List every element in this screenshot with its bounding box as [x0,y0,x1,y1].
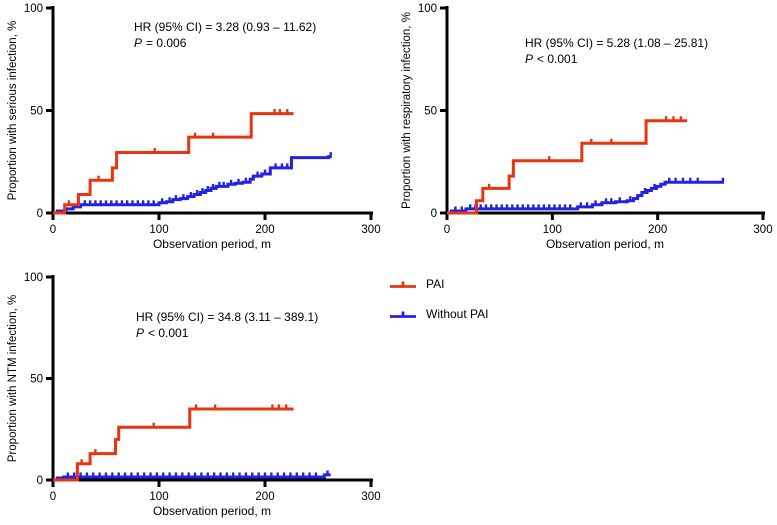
legend-item-without-pai: Without PAI [389,307,488,321]
y-axis-title: Proportion with NTM infection, % [7,295,19,462]
y-tick-label: 100 [418,3,437,15]
p-symbol: P [134,35,143,50]
p-symbol: P [525,51,534,66]
hr-annotation-serious: HR (95% CI) = 3.28 (0.93 – 11.62) P = 0.0… [134,20,316,51]
x-tick-label: 300 [753,224,772,236]
legend-label-pai: PAI [426,277,445,291]
p-text: < 0.001 [148,325,189,340]
x-tick-label: 0 [50,491,56,503]
hr-annotation-ntm: HR (95% CI) = 34.8 (3.11 – 389.1) P < 0.0… [136,310,318,341]
p-text: = 0.006 [146,35,187,50]
without-pai-line-marker [390,311,416,318]
p-symbol: P [136,325,145,340]
y-tick-label: 50 [30,374,43,386]
x-tick-label: 300 [361,224,380,236]
p-text: < 0.001 [537,51,578,66]
pai-curve-respiratory [447,119,688,215]
x-tick-label: 0 [444,224,450,236]
p-value-serious: P = 0.006 [134,36,316,52]
without-pai-curve-serious [53,155,332,215]
x-tick-label: 0 [50,224,56,236]
y-tick-label: 0 [431,208,437,220]
x-tick-label: 100 [543,224,562,236]
pai-curve-serious [53,112,294,215]
chart-ntm-infection: 0 50 100 0 100 200 300 Observation period, m Pro… [0,258,420,525]
x-axis-title: Observation period, m [546,237,664,251]
x-tick-label: 300 [361,491,380,503]
x-tick-label: 200 [648,224,667,236]
y-axis-title: Proportion with respiratory infection, % [401,12,413,209]
without-pai-curve-respiratory [447,180,725,215]
p-value-respiratory: P < 0.001 [525,52,708,68]
y-tick-label: 50 [424,106,437,118]
legend-item-pai: PAI [389,277,488,291]
hr-text-ntm: HR (95% CI) = 34.8 (3.11 – 389.1) [136,310,319,324]
pai-curve-ntm [53,407,294,482]
y-tick-label: 50 [30,106,43,118]
serious-infection-plot: 0 50 100 0 100 200 300 Observation period, m Pro… [7,3,381,251]
y-tick-label: 0 [37,208,43,220]
legend: PAI Without PAI [389,277,488,337]
x-tick-label: 100 [149,224,168,236]
ntm-infection-plot: 0 50 100 0 100 200 300 Observation period, m Pro… [7,272,381,518]
p-value-ntm: P < 0.001 [136,326,318,342]
x-tick-label: 200 [255,491,274,503]
x-tick-label: 100 [149,491,168,503]
chart-serious-infection: 0 50 100 0 100 200 300 Observation period, m Pro… [0,0,385,258]
chart-respiratory-infection: 0 50 100 0 100 200 300 Observation period, m Pro… [388,0,777,258]
x-axis-title: Observation period, m [153,504,271,518]
hr-text-serious: HR (95% CI) = 3.28 (0.93 – 11.62) [134,20,317,34]
hr-text-respiratory: HR (95% CI) = 5.28 (1.08 – 25.81) [525,36,709,50]
legend-label-without-pai: Without PAI [426,307,489,321]
pai-line-marker [390,281,416,288]
y-tick-label: 0 [37,475,43,487]
x-axis-title: Observation period, m [153,237,271,251]
y-tick-label: 100 [24,3,43,15]
respiratory-infection-plot: 0 50 100 0 100 200 300 Observation period, m Pro… [401,3,773,251]
y-axis-title: Proportion with serious infection, % [7,21,19,201]
x-tick-label: 200 [255,224,274,236]
hr-annotation-respiratory: HR (95% CI) = 5.28 (1.08 – 25.81) P < 0.0… [525,36,708,67]
y-tick-label: 100 [24,272,43,284]
